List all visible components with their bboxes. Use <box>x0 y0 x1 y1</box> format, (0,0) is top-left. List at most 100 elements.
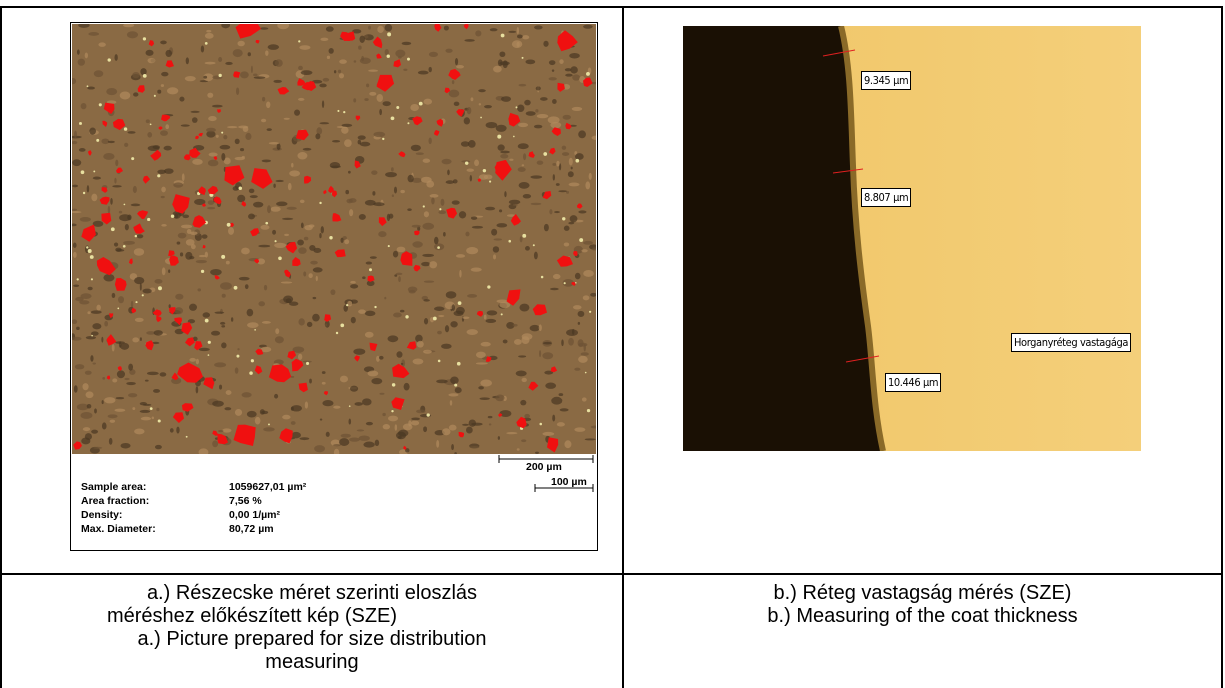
grain <box>400 310 404 313</box>
grain <box>504 191 506 197</box>
grain <box>395 424 397 431</box>
speck <box>81 170 85 174</box>
grain <box>385 24 393 31</box>
speck <box>234 286 238 290</box>
speck <box>454 384 457 387</box>
grain <box>322 400 333 406</box>
caption-line: b.) Réteg vastagság mérés (SZE) <box>624 582 1221 605</box>
grain <box>243 126 249 132</box>
grain <box>514 339 522 345</box>
grain <box>249 189 255 194</box>
grain <box>377 94 383 102</box>
grain <box>322 382 326 385</box>
grain <box>393 251 398 258</box>
speck <box>497 135 501 139</box>
grain <box>407 208 411 211</box>
grain <box>114 178 116 184</box>
grain <box>108 414 118 418</box>
grain <box>112 293 116 298</box>
grain <box>475 30 481 36</box>
grain <box>553 174 555 181</box>
speck <box>219 74 222 77</box>
speck <box>457 362 461 366</box>
grain <box>87 87 95 90</box>
grain <box>342 124 353 127</box>
grain <box>545 383 556 389</box>
grain <box>235 409 242 416</box>
grain <box>333 444 341 446</box>
grain <box>145 380 149 382</box>
grain <box>128 364 133 371</box>
grain <box>495 394 504 401</box>
grain <box>237 41 244 47</box>
grain <box>134 248 144 255</box>
grain <box>93 177 101 180</box>
speck <box>465 161 468 164</box>
grain <box>412 225 421 228</box>
speck <box>117 308 119 310</box>
caption-line: a.) Részecske méret szerinti eloszlás <box>2 582 622 605</box>
grain <box>388 416 398 422</box>
grain <box>133 186 137 193</box>
grain <box>490 28 498 31</box>
speck <box>487 285 490 288</box>
grain <box>128 393 137 397</box>
grain <box>201 45 204 52</box>
grain <box>275 328 279 334</box>
grain <box>534 125 542 129</box>
grain <box>569 183 580 187</box>
grain <box>231 317 233 322</box>
grain <box>74 131 77 139</box>
grain <box>223 135 227 139</box>
grain <box>536 86 541 90</box>
table-divider <box>0 573 1223 575</box>
grain <box>260 27 269 29</box>
grain <box>207 207 215 209</box>
grain <box>398 56 402 58</box>
grain <box>388 335 399 342</box>
grain <box>154 279 162 284</box>
grain <box>170 428 174 432</box>
grain <box>298 98 304 101</box>
grain <box>309 379 312 384</box>
speck <box>586 72 590 76</box>
grain <box>310 261 317 265</box>
grain <box>124 378 129 380</box>
grain <box>404 383 410 391</box>
grain <box>118 296 124 303</box>
grain <box>216 135 219 138</box>
stat-label: Density: <box>81 509 122 521</box>
grain <box>319 84 326 88</box>
grain <box>408 175 414 183</box>
grain <box>454 102 460 106</box>
grain <box>228 227 234 235</box>
grain <box>106 88 117 95</box>
grain <box>428 138 431 145</box>
grain <box>284 118 290 120</box>
grain <box>552 163 556 166</box>
grain <box>517 105 524 112</box>
grain <box>142 289 151 294</box>
grain <box>501 96 511 102</box>
speck <box>278 256 282 260</box>
grain <box>500 154 508 159</box>
grain <box>288 183 292 190</box>
grain <box>344 239 349 244</box>
grain <box>480 380 492 387</box>
grain <box>221 153 225 161</box>
grain <box>266 101 270 108</box>
grain <box>157 170 166 174</box>
speck <box>508 240 511 243</box>
grain <box>479 103 481 105</box>
grain <box>400 190 405 193</box>
grain <box>539 324 542 331</box>
grain <box>471 267 482 271</box>
grain <box>260 225 269 230</box>
speck <box>541 276 544 279</box>
grain <box>509 159 513 161</box>
measurement-label: 8.807 µm <box>861 188 911 207</box>
speck <box>562 217 565 220</box>
speck <box>275 240 277 242</box>
grain <box>140 283 142 291</box>
grain <box>450 400 452 406</box>
